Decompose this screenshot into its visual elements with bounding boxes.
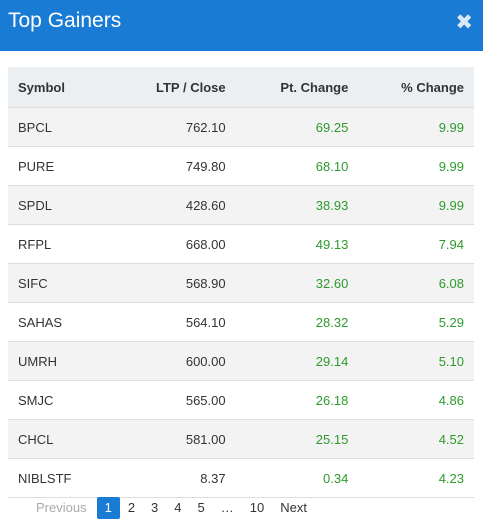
table-row: SIFC 568.90 32.60 6.08 <box>8 263 474 303</box>
cell-symbol: CHCL <box>8 419 111 459</box>
col-header-symbol: Symbol <box>8 67 111 108</box>
cell-symbol: SPDL <box>8 185 111 225</box>
pagination-page-4[interactable]: 4 <box>174 500 182 515</box>
cell-pt-change: 0.34 <box>235 458 359 498</box>
cell-ltp: 428.60 <box>110 185 236 225</box>
cell-ltp: 581.00 <box>110 419 236 459</box>
cell-ltp: 762.10 <box>110 107 236 147</box>
table-row: SMJC 565.00 26.18 4.86 <box>8 380 474 420</box>
cell-ltp: 8.37 <box>110 458 236 498</box>
pagination-page-3[interactable]: 3 <box>151 500 159 515</box>
pagination-previous[interactable]: Previous <box>36 500 87 515</box>
cell-pt-change: 68.10 <box>235 146 359 186</box>
cell-symbol: SAHAS <box>8 302 111 342</box>
cell-ltp: 749.80 <box>110 146 236 186</box>
cell-pct-change: 9.99 <box>358 107 474 147</box>
cell-pct-change: 4.52 <box>358 419 474 459</box>
table-row: UMRH 600.00 29.14 5.10 <box>8 341 474 381</box>
table-row: CHCL 581.00 25.15 4.52 <box>8 419 474 459</box>
cell-pt-change: 38.93 <box>235 185 359 225</box>
cell-symbol: BPCL <box>8 107 111 147</box>
cell-pt-change: 29.14 <box>235 341 359 381</box>
table-row: BPCL 762.10 69.25 9.99 <box>8 107 474 147</box>
col-header-pt-change: Pt. Change <box>235 67 359 108</box>
cell-pct-change: 5.29 <box>358 302 474 342</box>
cell-symbol: SMJC <box>8 380 111 420</box>
cell-ltp: 564.10 <box>110 302 236 342</box>
cell-symbol: RFPL <box>8 224 111 264</box>
col-header-ltp: LTP / Close <box>110 67 236 108</box>
cell-ltp: 565.00 <box>110 380 236 420</box>
cell-pct-change: 7.94 <box>358 224 474 264</box>
cell-pt-change: 25.15 <box>235 419 359 459</box>
cell-ltp: 668.00 <box>110 224 236 264</box>
table-row: NIBLSTF 8.37 0.34 4.23 <box>8 458 474 498</box>
pagination-page-last[interactable]: 10 <box>249 500 265 515</box>
cell-pt-change: 49.13 <box>235 224 359 264</box>
col-header-pct-change: % Change <box>358 67 474 108</box>
table-row: RFPL 668.00 49.13 7.94 <box>8 224 474 264</box>
pagination-page-1[interactable]: 1 <box>96 497 120 519</box>
gainers-table: Symbol LTP / Close Pt. Change % Change B… <box>8 67 474 498</box>
cell-pt-change: 32.60 <box>235 263 359 303</box>
modal-header: Top Gainers ✖ <box>0 0 483 51</box>
cell-pct-change: 9.99 <box>358 146 474 186</box>
cell-ltp: 600.00 <box>110 341 236 381</box>
pagination-page-5[interactable]: 5 <box>197 500 205 515</box>
cell-pct-change: 4.23 <box>358 458 474 498</box>
pagination-ellipsis: … <box>220 500 234 515</box>
cell-pct-change: 9.99 <box>358 185 474 225</box>
cell-symbol: SIFC <box>8 263 111 303</box>
gainers-table-container: Symbol LTP / Close Pt. Change % Change B… <box>8 67 474 498</box>
table-row: PURE 749.80 68.10 9.99 <box>8 146 474 186</box>
table-header-row: Symbol LTP / Close Pt. Change % Change <box>8 67 474 108</box>
cell-pt-change: 69.25 <box>235 107 359 147</box>
table-row: SAHAS 564.10 28.32 5.29 <box>8 302 474 342</box>
cell-symbol: NIBLSTF <box>8 458 111 498</box>
cell-ltp: 568.90 <box>110 263 236 303</box>
modal-title: Top Gainers <box>8 9 122 32</box>
cell-pt-change: 28.32 <box>235 302 359 342</box>
pagination-page-2[interactable]: 2 <box>127 500 136 515</box>
cell-symbol: UMRH <box>8 341 111 381</box>
cell-pct-change: 5.10 <box>358 341 474 381</box>
table-row: SPDL 428.60 38.93 9.99 <box>8 185 474 225</box>
pagination-next[interactable]: Next <box>280 500 307 515</box>
cell-pct-change: 4.86 <box>358 380 474 420</box>
close-icon[interactable]: ✖ <box>455 11 473 34</box>
cell-pct-change: 6.08 <box>358 263 474 303</box>
cell-pt-change: 26.18 <box>235 380 359 420</box>
cell-symbol: PURE <box>8 146 111 186</box>
pagination: Previous 1 2 3 4 5 … 10 Next <box>36 496 315 520</box>
